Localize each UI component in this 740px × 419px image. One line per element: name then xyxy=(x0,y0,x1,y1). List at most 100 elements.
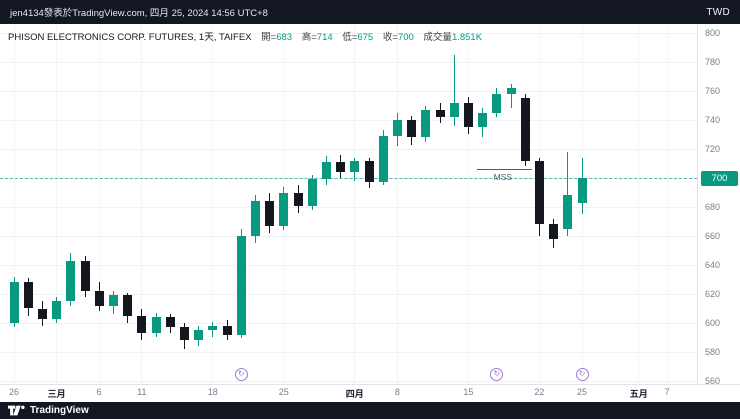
open-label: 開= xyxy=(261,32,277,43)
candle-body xyxy=(534,160,544,225)
time-tick-label: 8 xyxy=(394,387,400,397)
candle-body xyxy=(392,120,402,136)
time-axis[interactable]: 26 三月 6 11 18 25 四月 8 15 22 25 五月 7 xyxy=(0,384,740,402)
event-marker[interactable]: ↻ xyxy=(575,368,589,381)
ohlc-close: 收=700 xyxy=(383,32,414,43)
candle-body xyxy=(66,260,76,302)
candle-body xyxy=(265,201,275,226)
candle-body xyxy=(208,325,218,331)
volume: 成交量1.851K xyxy=(423,32,482,43)
symbol-legend: PHISON ELECTRONICS CORP. FUTURES, 1天, TA… xyxy=(8,29,482,43)
time-tick-label: 22 xyxy=(534,387,545,397)
price-tick-label: 600 xyxy=(705,318,721,328)
time-tick-label: 五月 xyxy=(629,389,648,399)
attribution-text: jen4134發表於TradingView.com, 四月 25, 2024 1… xyxy=(10,8,268,19)
time-tick-label: 11 xyxy=(137,387,147,397)
ohlc-high: 高=714 xyxy=(302,32,333,43)
candle-body xyxy=(506,88,516,94)
grid-line-v xyxy=(396,24,398,384)
candle-body xyxy=(94,291,104,306)
low-value: 675 xyxy=(357,32,374,43)
high-value: 714 xyxy=(316,32,333,43)
grid-line-h xyxy=(0,91,697,92)
price-tick-label: 780 xyxy=(705,57,721,67)
price-tick-label: 640 xyxy=(705,260,721,270)
candle-body xyxy=(549,224,559,239)
price-tick-label: 620 xyxy=(705,289,721,299)
time-tick-label: 四月 xyxy=(345,389,364,399)
last-price-badge: 700 xyxy=(701,170,738,186)
candle-body xyxy=(321,162,331,180)
symbol-title: PHISON ELECTRONICS CORP. FUTURES, 1天, TA… xyxy=(8,32,252,43)
candle-body xyxy=(520,98,530,161)
grid-line-h xyxy=(0,62,697,63)
grid-line-h xyxy=(0,323,697,324)
last-price-line xyxy=(0,178,697,179)
candle-body xyxy=(179,327,189,341)
candle-body xyxy=(279,192,289,226)
grid-line-v xyxy=(467,24,469,384)
candle-body xyxy=(307,179,317,206)
chart-area: MSS ↻ ↻ ↻ 800 780 760 740 720 700 680 660 640 620 600… xyxy=(0,24,740,386)
chart-plot[interactable]: MSS ↻ ↻ ↻ xyxy=(0,24,697,384)
close-label: 收= xyxy=(382,32,398,43)
candle-body xyxy=(23,282,33,309)
price-tick-label: 660 xyxy=(705,231,721,241)
grid-line-h xyxy=(0,120,697,121)
grid-line-v xyxy=(56,24,58,384)
grid-line-h xyxy=(0,381,697,382)
candle-body xyxy=(336,162,346,173)
high-label: 高= xyxy=(301,32,317,43)
candle-body xyxy=(407,120,417,138)
price-tick-label: 560 xyxy=(705,376,721,386)
tradingview-logo-icon[interactable] xyxy=(8,405,25,416)
grid-line-h xyxy=(0,236,697,237)
grid-line-h xyxy=(0,33,697,34)
volume-label: 成交量 xyxy=(423,32,452,43)
grid-line-v xyxy=(212,24,214,384)
ohlc-low: 低=675 xyxy=(342,32,373,43)
grid-line-v xyxy=(98,24,100,384)
price-tick-label: 580 xyxy=(705,347,721,357)
time-tick-label: 三月 xyxy=(47,389,66,399)
grid-line-h xyxy=(0,352,697,353)
candle-body xyxy=(236,236,246,335)
grid-line-h xyxy=(0,265,697,266)
price-axis[interactable]: 8007807607407207006806606406206005805607… xyxy=(697,24,740,386)
price-tick-label: 720 xyxy=(705,144,721,154)
currency-label: TWD xyxy=(706,6,730,18)
candle-body xyxy=(123,295,133,316)
event-marker[interactable]: ↻ xyxy=(234,368,248,381)
footer-bar: TradingView xyxy=(0,402,740,419)
candle-body xyxy=(350,160,360,173)
mss-annotation-label: MSS xyxy=(493,172,513,183)
open-value: 683 xyxy=(276,32,293,43)
candle-body xyxy=(222,325,232,335)
event-marker[interactable]: ↻ xyxy=(490,368,504,381)
ohlc-open: 開=683 xyxy=(261,32,292,43)
price-tick-label: 740 xyxy=(705,115,721,125)
grid-line-h xyxy=(0,294,697,295)
candle-wick xyxy=(453,54,455,126)
price-tick-label: 760 xyxy=(705,86,721,96)
candle-body xyxy=(577,178,587,203)
time-tick-label: 26 xyxy=(8,387,19,397)
time-tick-label: 6 xyxy=(96,387,102,397)
candle-body xyxy=(194,330,204,341)
candle-wick xyxy=(510,83,512,109)
candle-body xyxy=(449,102,459,118)
time-tick-label: 25 xyxy=(576,387,587,397)
candle-body xyxy=(151,317,161,334)
brand-text[interactable]: TradingView xyxy=(30,405,89,416)
time-tick-label: 25 xyxy=(278,387,289,397)
grid-line-h xyxy=(0,149,697,150)
grid-line-h xyxy=(0,207,697,208)
top-bar: jen4134發表於TradingView.com, 四月 25, 2024 1… xyxy=(0,0,740,24)
price-tick-label: 680 xyxy=(705,202,721,212)
grid-line-v xyxy=(638,24,640,384)
candle-body xyxy=(293,192,303,206)
candle-body xyxy=(108,295,118,306)
grid-line-v xyxy=(141,24,143,384)
candle-body xyxy=(364,160,374,183)
